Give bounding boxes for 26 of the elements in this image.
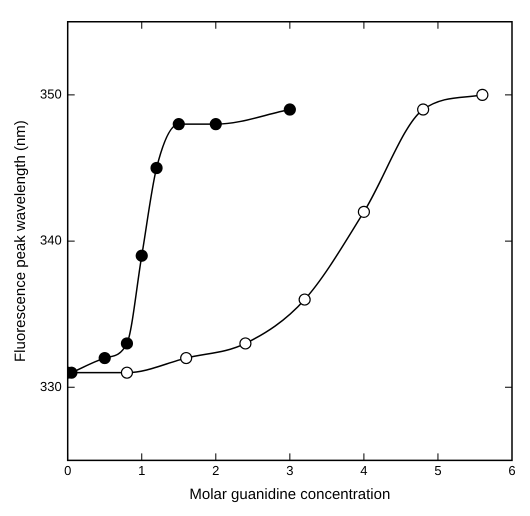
point xyxy=(358,206,370,218)
x-tick-label: 0 xyxy=(64,462,72,478)
point xyxy=(120,366,134,379)
x-tick-label: 6 xyxy=(508,462,516,478)
x-tick-label: 2 xyxy=(212,462,220,478)
x-tick-label: 3 xyxy=(286,462,294,478)
point xyxy=(150,162,163,174)
point xyxy=(284,103,296,116)
point xyxy=(210,118,222,130)
x-tick-label: 5 xyxy=(434,462,442,478)
y-tick-label: 350 xyxy=(40,86,62,102)
x-tick-label: 4 xyxy=(360,462,368,478)
point xyxy=(298,293,311,306)
point xyxy=(180,352,192,364)
point xyxy=(239,337,252,350)
y-tick-label: 340 xyxy=(40,232,62,248)
point xyxy=(120,337,134,350)
point xyxy=(172,118,185,130)
point xyxy=(136,250,148,262)
y-axis-title: Fluorescence peak wavelength (nm) xyxy=(12,120,30,362)
x-axis-title: Molar guanidine concentration xyxy=(189,486,390,504)
point xyxy=(98,352,111,364)
x-tick-label: 1 xyxy=(138,462,146,478)
y-tick-label: 330 xyxy=(40,378,62,394)
point xyxy=(417,103,430,116)
point xyxy=(476,88,488,101)
